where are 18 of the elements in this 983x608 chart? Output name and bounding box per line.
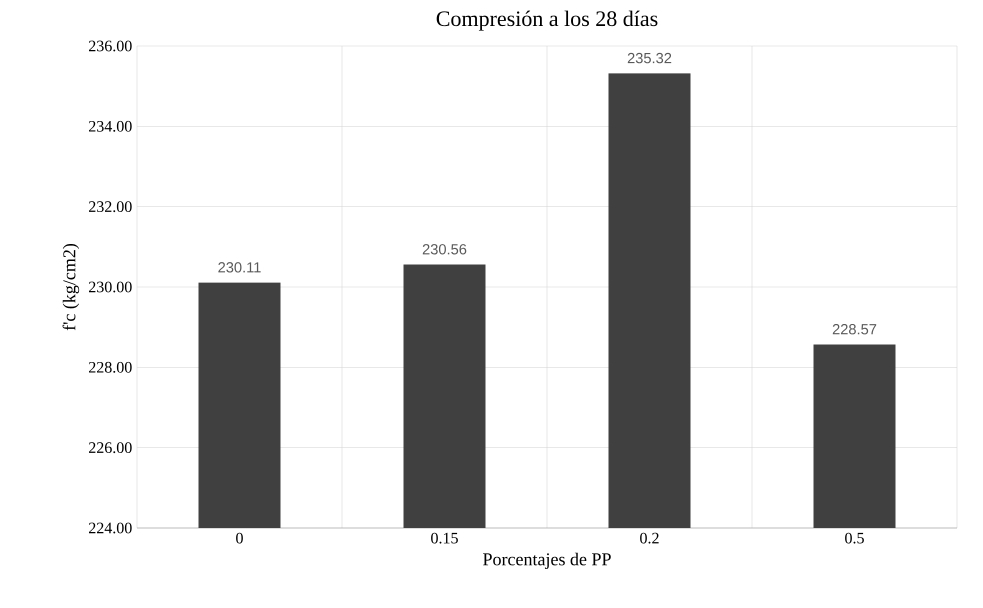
y-tick-label: 230.00 bbox=[89, 282, 132, 292]
y-axis-title: f'c (kg/cm2) bbox=[62, 244, 80, 330]
y-tick-label: 228.00 bbox=[89, 362, 132, 373]
x-tick-label: 0.2 bbox=[640, 532, 659, 544]
x-tick-label: 0.5 bbox=[845, 532, 864, 544]
x-tick-label: 0 bbox=[236, 532, 243, 544]
data-label: 230.56 bbox=[422, 244, 466, 254]
data-label: 230.11 bbox=[218, 262, 261, 273]
y-tick-label: 236.00 bbox=[89, 40, 132, 52]
y-tick-label: 232.00 bbox=[89, 201, 132, 212]
data-label: 228.57 bbox=[832, 324, 876, 334]
data-label: 235.32 bbox=[628, 52, 672, 64]
y-tick-label: 234.00 bbox=[89, 120, 132, 132]
x-tick-label: 0.15 bbox=[431, 532, 458, 544]
y-tick-label: 224.00 bbox=[89, 522, 132, 534]
y-tick-label: 226.00 bbox=[89, 442, 132, 454]
chart-title: Compresión a los 28 días bbox=[436, 10, 658, 31]
x-axis-title: Porcentajes de PP bbox=[483, 552, 611, 570]
